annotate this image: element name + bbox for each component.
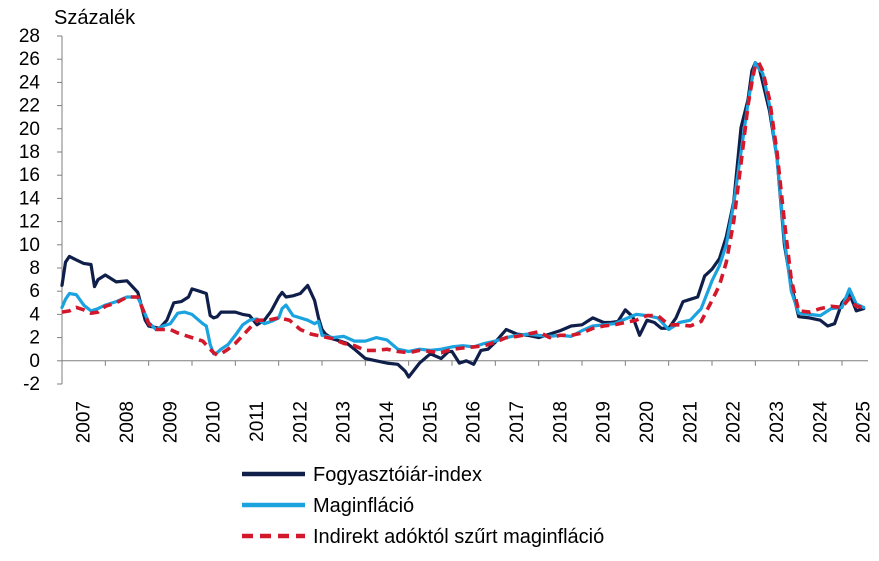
x-tick-label: 2020 (637, 401, 658, 443)
x-tick-label: 2016 (464, 401, 485, 443)
y-tick-label: 28 (19, 26, 40, 47)
y-tick-label: 4 (29, 304, 40, 325)
series-lines (60, 60, 866, 379)
series-line-3 (61, 60, 864, 357)
legend-label-2: Maginfláció (313, 495, 414, 517)
x-tick-label: 2019 (594, 401, 615, 443)
y-tick-label: 8 (29, 258, 40, 279)
y-tick-label: 2 (29, 328, 40, 349)
x-tick-label: 2014 (377, 401, 398, 444)
y-tick-label: 22 (19, 96, 40, 117)
x-tick-label: 2011 (247, 401, 268, 442)
y-tick-label: 24 (19, 72, 41, 93)
series-line-2 (60, 61, 866, 356)
x-tick-label: 2012 (290, 401, 311, 443)
x-tick-label: 2007 (74, 401, 95, 443)
x-tick-label: 2022 (724, 401, 745, 443)
x-tick-label: 2008 (117, 401, 138, 443)
x-tick-label: 2009 (160, 401, 181, 443)
y-tick-label: 0 (29, 351, 40, 372)
y-tick-label: 6 (29, 281, 40, 302)
y-tick-label: 18 (19, 142, 40, 163)
legend: Fogyasztóiár-index Maginfláció Indirekt ad… (242, 464, 604, 548)
x-tick-label: 2023 (767, 401, 788, 443)
axes (61, 36, 868, 384)
y-tick-label: 26 (19, 49, 40, 70)
x-tick-label: 2025 (854, 401, 875, 443)
y-tick-label: 14 (19, 188, 41, 209)
x-tick-label: 2010 (204, 401, 225, 443)
legend-label-1: Fogyasztóiár-index (313, 464, 482, 486)
legend-label-3: Indirekt adóktól szűrt maginfláció (313, 526, 604, 548)
x-tick-label: 2018 (550, 401, 571, 443)
y-tick-label: 16 (19, 165, 40, 186)
y-tick-label: 10 (19, 235, 40, 256)
y-tick-label: -2 (23, 374, 40, 395)
y-tick-label: 12 (19, 212, 40, 233)
x-tick-label: 2021 (680, 401, 701, 443)
series-line-1 (60, 61, 866, 379)
y-tick-label: 20 (19, 119, 40, 140)
x-tick-label: 2024 (810, 401, 831, 444)
x-tick-label: 2013 (334, 401, 355, 443)
y-axis-unit-label: Százalék (54, 7, 136, 29)
x-tick-label: 2015 (420, 401, 441, 443)
x-tick-label: 2017 (507, 401, 528, 443)
x-axis-ticks: 2007 2008 2009 2010 2011 2012 2013 2014 2015 2016… (61, 360, 875, 444)
